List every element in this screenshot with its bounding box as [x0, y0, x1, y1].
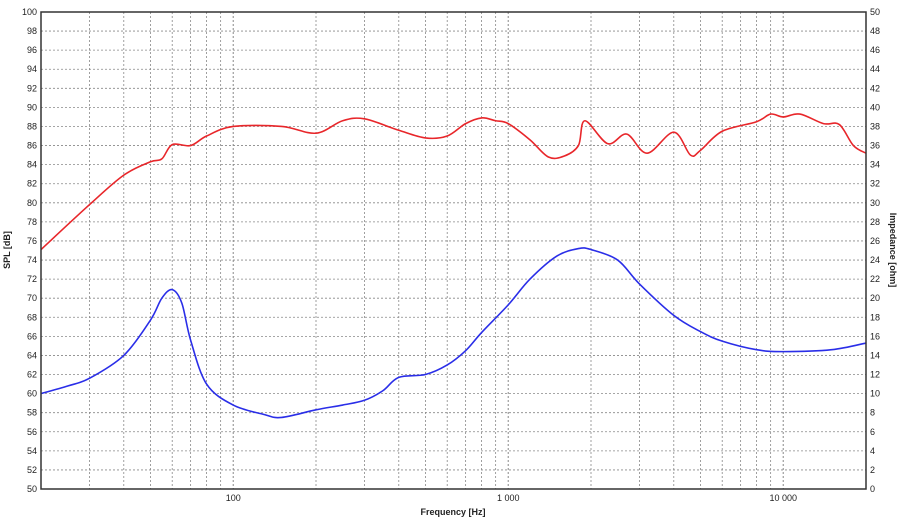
y-tick-label: 100	[22, 7, 37, 17]
y-tick-label: 88	[27, 121, 37, 131]
y2-tick-label: 34	[870, 160, 880, 170]
y-tick-label: 50	[27, 484, 37, 494]
y-tick-label: 76	[27, 236, 37, 246]
y-tick-label: 68	[27, 312, 37, 322]
y-tick-label: 64	[27, 350, 37, 360]
y-tick-label: 54	[27, 446, 37, 456]
y2-tick-label: 38	[870, 121, 880, 131]
y-tick-label: 84	[27, 160, 37, 170]
plot-frame	[40, 11, 867, 490]
series-lines	[40, 113, 867, 419]
y-tick-label: 56	[27, 427, 37, 437]
y-tick-label: 72	[27, 274, 37, 284]
y-tick-label: 62	[27, 370, 37, 380]
y-tick-label: 58	[27, 408, 37, 418]
y2-tick-label: 46	[870, 45, 880, 55]
y2-tick-label: 14	[870, 350, 880, 360]
y2-tick-label: 6	[870, 427, 875, 437]
y-tick-label: 70	[27, 293, 37, 303]
y2-tick-label: 18	[870, 312, 880, 322]
y-tick-label: 52	[27, 465, 37, 475]
y2-tick-label: 36	[870, 141, 880, 151]
y-tick-label: 60	[27, 389, 37, 399]
y2-tick-label: 30	[870, 198, 880, 208]
y-tick-label: 74	[27, 255, 37, 265]
y2-tick-label: 50	[870, 7, 880, 17]
y2-tick-label: 44	[870, 64, 880, 74]
y-tick-label: 66	[27, 331, 37, 341]
y2-tick-label: 10	[870, 389, 880, 399]
y-axis-label: SPL [dB]	[2, 231, 12, 269]
y2-axis-label: Impedance [ohm]	[888, 213, 898, 288]
y2-tick-label: 2	[870, 465, 875, 475]
y2-tick-label: 4	[870, 446, 875, 456]
y2-tick-label: 24	[870, 255, 880, 265]
y-tick-label: 78	[27, 217, 37, 227]
y2-tick-label: 28	[870, 217, 880, 227]
x-tick-label: 10 000	[769, 493, 797, 503]
x-tick-label: 1 000	[497, 493, 520, 503]
x-axis-label: Frequency [Hz]	[420, 507, 485, 517]
impedance-curve	[40, 247, 867, 419]
y2-tick-label: 12	[870, 370, 880, 380]
y2-tick-label: 40	[870, 102, 880, 112]
grid	[41, 12, 866, 489]
y2-tick-label: 20	[870, 293, 880, 303]
y-tick-label: 92	[27, 83, 37, 93]
y2-tick-label: 48	[870, 26, 880, 36]
y2-tick-label: 32	[870, 179, 880, 189]
y2-tick-label: 16	[870, 331, 880, 341]
y-tick-label: 94	[27, 64, 37, 74]
spl-curve	[40, 113, 867, 251]
y2-tick-label: 22	[870, 274, 880, 284]
y-tick-label: 82	[27, 179, 37, 189]
tick-labels: 5052545658606264666870727476788082848688…	[22, 7, 880, 503]
y2-tick-label: 42	[870, 83, 880, 93]
y-tick-label: 96	[27, 45, 37, 55]
y2-tick-label: 0	[870, 484, 875, 494]
y-tick-label: 86	[27, 141, 37, 151]
y2-tick-label: 26	[870, 236, 880, 246]
y-tick-label: 98	[27, 26, 37, 36]
x-tick-label: 100	[226, 493, 241, 503]
y-tick-label: 80	[27, 198, 37, 208]
y-tick-label: 90	[27, 102, 37, 112]
y2-tick-label: 8	[870, 408, 875, 418]
